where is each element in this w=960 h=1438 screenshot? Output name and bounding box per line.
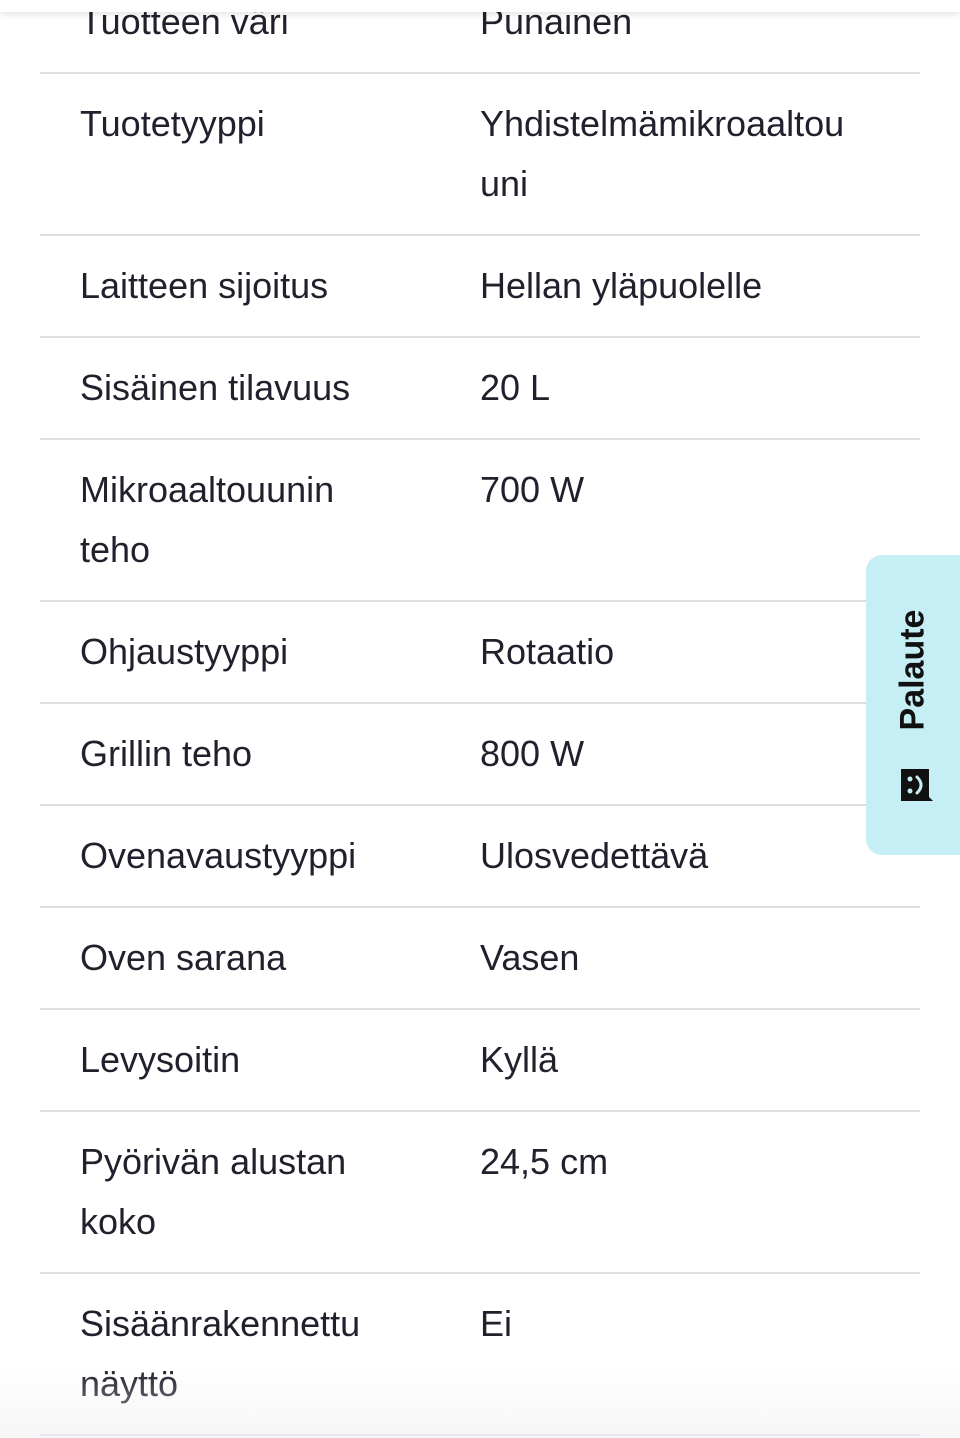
spec-label: Ohjaustyyppi [80, 631, 289, 672]
table-row: Sisäinen tilavuus 20 L [40, 338, 920, 440]
spec-value: Ei [480, 1303, 513, 1344]
table-row: Sisäänrakennettu näyttö Ei [40, 1274, 920, 1436]
feedback-label: Palaute [893, 609, 932, 731]
table-row: Laitteen sijoitus Hellan yläpuolelle [40, 236, 920, 338]
spec-label: Laitteen sijoitus [80, 265, 329, 306]
spec-value: Kyllä [480, 1039, 559, 1080]
spec-label: Tuotetyyppi [80, 103, 265, 144]
spec-label: Ovenavaustyyppi [80, 835, 357, 876]
spec-label: Oven sarana [80, 937, 287, 978]
spec-value: Hellan yläpuolelle [480, 265, 763, 306]
spec-label: Mikroaaltouunin teho [80, 469, 335, 570]
spec-value: 800 W [480, 733, 585, 774]
spec-value: Yhdistelmämikroaaltouuni [480, 103, 845, 204]
spec-label: Sisäinen tilavuus [80, 367, 351, 408]
feedback-button[interactable]: Palaute [866, 555, 960, 855]
smiley-chat-icon [901, 769, 933, 801]
spec-table: Tuotteen väri Punainen Tuotetyyppi Yhdiste… [40, 0, 920, 1436]
spec-value: 700 W [480, 469, 585, 510]
header-bar [0, 0, 960, 12]
table-row: Mikroaaltouunin teho 700 W [40, 440, 920, 602]
spec-value: Ulosvedettävä [480, 835, 709, 876]
spec-value: Rotaatio [480, 631, 615, 672]
table-row: Levysoitin Kyllä [40, 1010, 920, 1112]
table-row: Tuotetyyppi Yhdistelmämikroaaltouuni [40, 74, 920, 236]
table-row: Grillin teho 800 W [40, 704, 920, 806]
spec-value: Vasen [480, 937, 580, 978]
spec-label: Sisäänrakennettu näyttö [80, 1303, 361, 1404]
spec-label: Levysoitin [80, 1039, 241, 1080]
spec-label: Pyörivän alustan koko [80, 1141, 347, 1242]
table-row: Ovenavaustyyppi Ulosvedettävä [40, 806, 920, 908]
table-row: Pyörivän alustan koko 24,5 cm [40, 1112, 920, 1274]
spec-value: 20 L [480, 367, 551, 408]
table-row: Oven sarana Vasen [40, 908, 920, 1010]
spec-value: 24,5 cm [480, 1141, 609, 1182]
spec-label: Grillin teho [80, 733, 253, 774]
table-row: Ohjaustyyppi Rotaatio [40, 602, 920, 704]
